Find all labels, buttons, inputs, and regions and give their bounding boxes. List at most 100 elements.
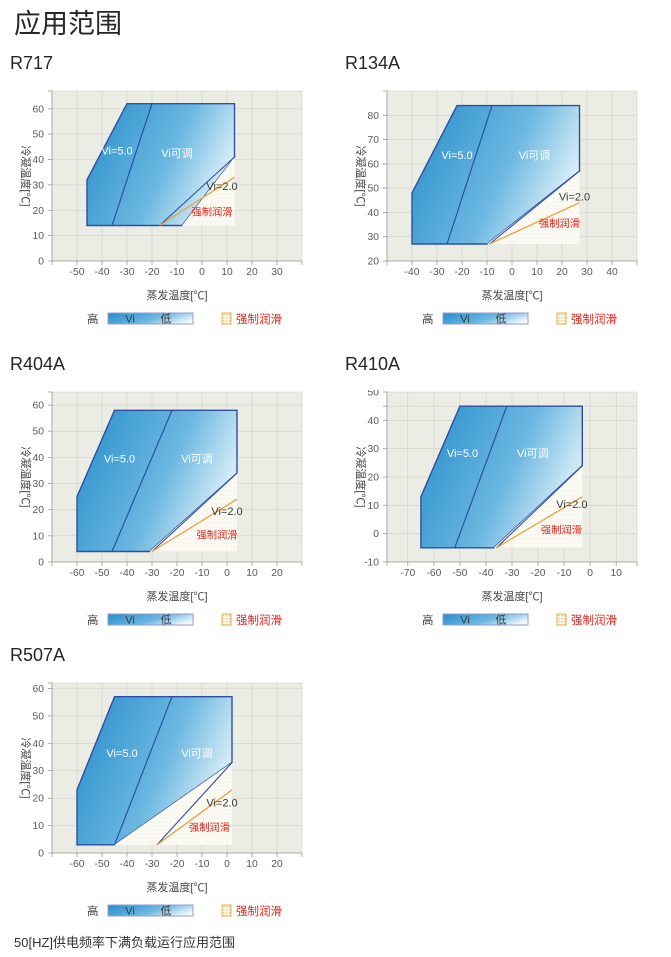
svg-text:30: 30: [271, 267, 283, 278]
svg-text:10: 10: [246, 859, 258, 870]
svg-text:高: 高: [422, 312, 434, 325]
svg-text:50: 50: [33, 130, 45, 141]
svg-text:-60: -60: [70, 859, 85, 870]
svg-text:10: 10: [246, 568, 258, 579]
svg-text:0: 0: [224, 568, 230, 579]
svg-text:-30: -30: [145, 859, 160, 870]
svg-text:Vi=5.0: Vi=5.0: [447, 448, 478, 460]
svg-text:强制润滑: 强制润滑: [189, 821, 230, 834]
svg-text:-40: -40: [120, 568, 135, 579]
svg-text:-50: -50: [95, 859, 110, 870]
svg-text:-70: -70: [400, 568, 415, 579]
svg-text:10: 10: [33, 821, 45, 832]
svg-text:40: 40: [368, 208, 380, 219]
svg-text:-40: -40: [95, 267, 110, 278]
svg-text:30: 30: [33, 180, 45, 191]
svg-text:-50: -50: [70, 267, 85, 278]
svg-text:高: 高: [87, 312, 99, 325]
svg-text:-30: -30: [430, 267, 445, 278]
svg-text:10: 10: [33, 531, 45, 542]
svg-text:20: 20: [368, 473, 380, 484]
svg-text:-40: -40: [479, 568, 494, 579]
svg-text:强制润滑: 强制润滑: [191, 205, 232, 218]
svg-text:30: 30: [368, 444, 380, 455]
svg-text:-20: -20: [455, 267, 470, 278]
svg-text:-20: -20: [170, 568, 185, 579]
svg-text:50: 50: [368, 184, 380, 195]
svg-text:-20: -20: [145, 267, 160, 278]
svg-text:强制润滑: 强制润滑: [236, 904, 282, 917]
svg-text:-10: -10: [364, 558, 379, 569]
svg-text:强制润滑: 强制润滑: [539, 217, 580, 230]
svg-text:高: 高: [87, 904, 99, 917]
svg-text:低: 低: [496, 614, 507, 627]
svg-text:-40: -40: [405, 267, 420, 278]
svg-text:Vi=5.0: Vi=5.0: [104, 454, 135, 466]
svg-text:10: 10: [531, 267, 543, 278]
svg-text:Vi可调: Vi可调: [519, 149, 551, 162]
svg-text:0: 0: [38, 257, 44, 268]
svg-text:20: 20: [368, 257, 380, 268]
svg-text:强制润滑: 强制润滑: [571, 613, 617, 626]
svg-text:低: 低: [161, 313, 172, 326]
svg-text:Vi=2.0: Vi=2.0: [206, 181, 237, 193]
svg-text:10: 10: [368, 501, 380, 512]
svg-text:Vi=2.0: Vi=2.0: [556, 499, 587, 511]
svg-text:70: 70: [368, 135, 380, 146]
svg-text:冷凝温度[℃]: 冷凝温度[℃]: [354, 446, 368, 507]
svg-text:40: 40: [33, 453, 45, 464]
svg-text:Vi: Vi: [460, 314, 470, 326]
svg-text:蒸发温度[℃]: 蒸发温度[℃]: [146, 880, 207, 894]
svg-text:20: 20: [33, 206, 45, 217]
svg-text:20: 20: [33, 794, 45, 805]
svg-text:强制润滑: 强制润滑: [541, 524, 582, 537]
svg-text:-60: -60: [70, 568, 85, 579]
svg-text:-10: -10: [557, 568, 572, 579]
svg-text:Vi可调: Vi可调: [181, 453, 213, 466]
svg-text:-60: -60: [426, 568, 441, 579]
svg-text:30: 30: [368, 232, 380, 243]
svg-text:蒸发温度[℃]: 蒸发温度[℃]: [481, 288, 542, 302]
svg-text:冷凝温度[℃]: 冷凝温度[℃]: [19, 446, 33, 507]
svg-text:冷凝温度[℃]: 冷凝温度[℃]: [19, 145, 33, 206]
svg-text:蒸发温度[℃]: 蒸发温度[℃]: [481, 589, 542, 603]
svg-text:强制润滑: 强制润滑: [571, 312, 617, 325]
svg-text:Vi=2.0: Vi=2.0: [206, 797, 237, 809]
svg-text:低: 低: [161, 905, 172, 918]
svg-text:60: 60: [33, 684, 45, 695]
svg-text:-20: -20: [170, 859, 185, 870]
svg-text:Vi: Vi: [125, 906, 135, 918]
svg-text:-30: -30: [120, 267, 135, 278]
svg-text:-10: -10: [480, 267, 495, 278]
svg-text:Vi=5.0: Vi=5.0: [101, 145, 132, 157]
svg-text:强制润滑: 强制润滑: [236, 613, 282, 626]
svg-text:-10: -10: [195, 568, 210, 579]
svg-text:0: 0: [38, 558, 44, 569]
svg-text:20: 20: [556, 267, 568, 278]
svg-text:-10: -10: [170, 267, 185, 278]
svg-text:强制润滑: 强制润滑: [236, 312, 282, 325]
svg-text:0: 0: [373, 529, 379, 540]
svg-text:强制润滑: 强制润滑: [196, 529, 237, 542]
svg-text:高: 高: [422, 613, 434, 626]
svg-text:50: 50: [33, 711, 45, 722]
svg-text:Vi: Vi: [125, 314, 135, 326]
svg-text:-30: -30: [505, 568, 520, 579]
svg-text:40: 40: [33, 155, 45, 166]
svg-text:40: 40: [33, 739, 45, 750]
svg-text:Vi=2.0: Vi=2.0: [211, 506, 242, 518]
svg-text:10: 10: [610, 568, 622, 579]
svg-text:60: 60: [33, 401, 45, 412]
svg-text:低: 低: [161, 614, 172, 627]
svg-text:Vi可调: Vi可调: [181, 747, 213, 760]
svg-text:40: 40: [368, 416, 380, 427]
svg-text:30: 30: [33, 766, 45, 777]
svg-text:50: 50: [368, 390, 380, 399]
svg-text:20: 20: [33, 505, 45, 516]
svg-text:60: 60: [368, 159, 380, 170]
svg-text:Vi=2.0: Vi=2.0: [559, 191, 590, 203]
svg-text:20: 20: [271, 568, 283, 579]
svg-text:-20: -20: [531, 568, 546, 579]
svg-text:10: 10: [33, 231, 45, 242]
svg-text:Vi=5.0: Vi=5.0: [441, 150, 472, 162]
